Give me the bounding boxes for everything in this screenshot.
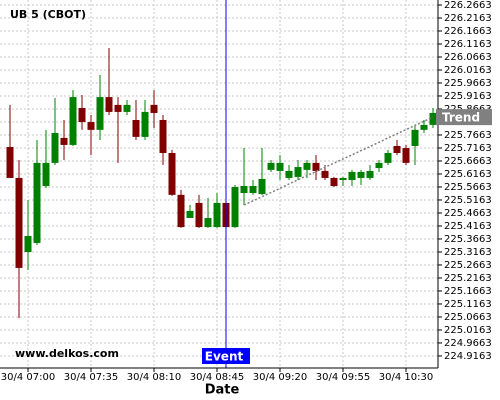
candle-body — [24, 235, 32, 253]
candle-body — [312, 162, 320, 171]
y-tick-label: 225.3163 — [444, 247, 492, 258]
candle-body — [6, 147, 14, 178]
candle-body — [348, 171, 356, 181]
candle-body — [366, 170, 374, 178]
candle-body — [60, 137, 68, 145]
candle-body — [123, 104, 131, 112]
candle-body — [384, 152, 392, 163]
x-tick-label: 30/4 07:35 — [64, 372, 118, 383]
candle-body — [213, 202, 221, 228]
event-label-box — [202, 348, 250, 364]
y-tick-label: 224.9663 — [444, 338, 492, 349]
x-tick-label: 30/4 09:20 — [253, 372, 307, 383]
candle-body — [15, 177, 23, 268]
candle-body — [258, 178, 266, 195]
y-tick-label: 226.1163 — [444, 39, 492, 50]
y-tick-label: 225.2663 — [444, 260, 492, 271]
candle-body — [42, 162, 50, 187]
y-tick-label: 225.4163 — [444, 221, 492, 232]
candle-body — [402, 148, 410, 163]
grid — [0, 0, 438, 368]
candle-body — [357, 171, 365, 178]
candle-body — [159, 119, 167, 153]
candle-body — [132, 119, 140, 137]
candle-body — [114, 104, 122, 112]
candle-body — [87, 122, 95, 130]
y-tick-label: 226.0163 — [444, 65, 492, 76]
candle-body — [321, 170, 329, 178]
y-tick-label: 225.5163 — [444, 195, 492, 206]
candle-body — [204, 217, 212, 228]
y-tick-label: 226.2163 — [444, 13, 492, 24]
candle-body — [141, 111, 149, 137]
y-tick-label: 225.9163 — [444, 91, 492, 102]
watermark: www.delkos.com — [15, 347, 119, 360]
candle-body — [33, 162, 41, 243]
candle-body — [339, 177, 347, 181]
candle-body — [96, 97, 104, 130]
x-tick-label: 30/4 08:10 — [127, 372, 181, 383]
candle-body — [429, 112, 437, 125]
trend-label-box — [436, 109, 492, 126]
y-tick-label: 225.1663 — [444, 286, 492, 297]
y-tick-label: 226.1663 — [444, 26, 492, 37]
candle-body — [420, 124, 428, 130]
y-tick-label: 226.2663 — [444, 0, 492, 11]
candle-body — [411, 129, 419, 146]
candle-body — [267, 162, 275, 170]
y-tick-label: 225.6663 — [444, 156, 492, 167]
candle-body — [285, 170, 293, 178]
y-tick-label: 225.7663 — [444, 130, 492, 141]
chart-title: UB 5 (CBOT) — [10, 8, 86, 21]
candle-body — [375, 162, 383, 169]
candle-body — [51, 132, 59, 163]
candle-body — [78, 108, 86, 123]
candle-body — [294, 167, 302, 177]
y-tick-label: 225.5663 — [444, 182, 492, 193]
candle-body — [231, 187, 239, 228]
axes: 226.2663 226.2163 226.1663 226.1163 226.0663… — [0, 0, 492, 383]
y-tick-label: 226.0663 — [444, 52, 492, 63]
candle-body — [249, 186, 257, 194]
candle-body — [177, 194, 185, 228]
x-tick-label: 30/4 09:55 — [316, 372, 370, 383]
candle-body — [393, 145, 401, 153]
candle-body — [150, 104, 158, 113]
candle-body — [105, 97, 113, 112]
candle-body — [168, 152, 176, 195]
candle-body — [186, 210, 194, 218]
x-tick-label: 30/4 08:45 — [190, 372, 244, 383]
candle-body — [330, 177, 338, 187]
y-tick-label: 225.2163 — [444, 273, 492, 284]
y-tick-label: 225.3663 — [444, 234, 492, 245]
candle-body — [276, 162, 284, 171]
y-tick-label: 225.0663 — [444, 312, 492, 323]
x-tick-label: 30/4 10:30 — [379, 372, 433, 383]
y-tick-label: 225.6163 — [444, 169, 492, 180]
y-tick-label: 225.0163 — [444, 325, 492, 336]
y-tick-label: 224.9163 — [444, 351, 492, 362]
candle-body — [240, 186, 248, 194]
y-tick-label: 225.7163 — [444, 143, 492, 154]
candle-body — [69, 97, 77, 145]
trend-label: Trend — [442, 111, 480, 125]
candle-body — [303, 162, 311, 170]
candle-body — [195, 202, 203, 228]
x-axis-title: Date — [205, 383, 240, 398]
trend-line — [243, 116, 434, 206]
event-label: Event — [205, 350, 244, 364]
x-tick-label: 30/4 07:00 — [1, 372, 55, 383]
y-tick-label: 225.9663 — [444, 78, 492, 89]
y-tick-label: 225.4663 — [444, 208, 492, 219]
marks — [6, 0, 437, 368]
y-tick-label: 225.1163 — [444, 299, 492, 310]
